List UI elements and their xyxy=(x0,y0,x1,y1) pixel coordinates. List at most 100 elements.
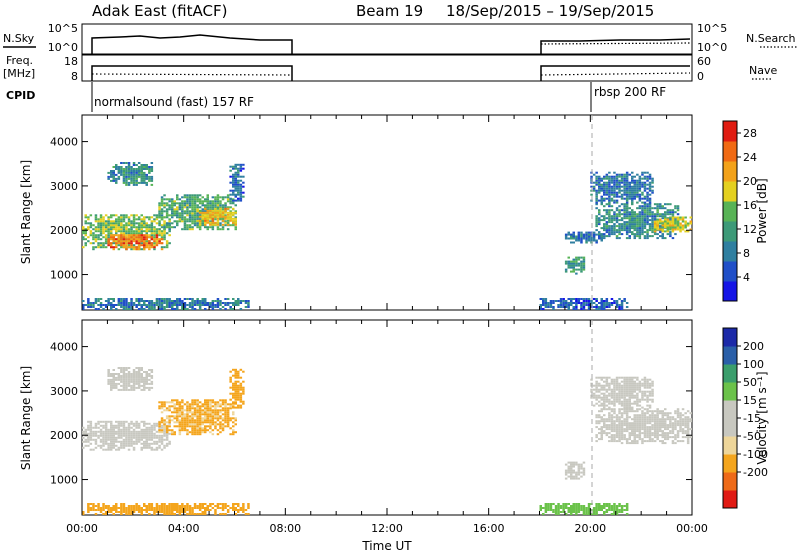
power-cell xyxy=(206,228,209,231)
velocity-cell xyxy=(625,424,629,427)
power-cell xyxy=(544,298,548,300)
power-cell xyxy=(646,171,649,174)
velocity-cell xyxy=(171,431,174,434)
velocity-cell xyxy=(615,420,619,423)
power-cell xyxy=(234,167,237,170)
power-cell xyxy=(610,302,614,304)
power-cell xyxy=(148,300,151,302)
velocity-cell xyxy=(160,401,164,404)
velocity-cell xyxy=(140,380,143,383)
velocity-cell xyxy=(216,405,220,408)
velocity-cell xyxy=(132,384,136,387)
velocity-cell xyxy=(638,418,642,421)
velocity-cell xyxy=(117,440,121,443)
velocity-cell xyxy=(82,430,85,433)
power-cell xyxy=(610,221,614,224)
velocity-cell xyxy=(631,432,634,435)
velocity-cell xyxy=(206,421,209,424)
velocity-cell xyxy=(587,509,591,511)
power-cell xyxy=(661,215,664,218)
velocity-cell xyxy=(641,420,644,423)
velocity-cell xyxy=(120,513,123,515)
power-cell xyxy=(130,171,133,174)
power-cell xyxy=(211,302,215,304)
velocity-cell xyxy=(165,407,169,410)
velocity-cell xyxy=(178,429,182,432)
power-cell xyxy=(631,203,634,206)
velocity-cell xyxy=(104,511,108,513)
velocity-cell xyxy=(178,419,182,422)
velocity-cell xyxy=(620,436,624,439)
power-cell xyxy=(661,228,664,231)
power-cell xyxy=(549,306,553,308)
velocity-cell xyxy=(173,431,176,434)
freq-right-tick-top: 60 xyxy=(697,55,711,68)
velocity-cell xyxy=(631,396,634,399)
velocity-cell xyxy=(130,384,133,387)
power-cell xyxy=(99,222,103,225)
power-cell xyxy=(659,205,662,208)
power-panel-frame xyxy=(81,114,693,311)
power-cell xyxy=(155,298,159,300)
velocity-cell xyxy=(636,424,639,427)
power-cell xyxy=(608,235,611,238)
velocity-cell xyxy=(636,382,639,385)
power-cell xyxy=(636,233,639,236)
power-cell xyxy=(186,210,189,213)
power-cell xyxy=(646,235,649,238)
velocity-cell xyxy=(605,418,609,421)
power-cell xyxy=(125,240,128,243)
velocity-cell xyxy=(196,421,199,424)
power-cell xyxy=(216,300,220,302)
velocity-cell xyxy=(681,424,685,427)
power-cell xyxy=(125,248,128,251)
power-cell xyxy=(600,235,603,238)
power-cell xyxy=(608,175,611,178)
power-cell xyxy=(575,258,578,261)
velocity-cell xyxy=(127,430,131,433)
velocity-cell xyxy=(242,388,245,391)
power-cell xyxy=(625,185,629,188)
power-cell xyxy=(94,218,98,221)
power-cell xyxy=(648,189,652,192)
power-cell xyxy=(600,189,603,192)
velocity-cell xyxy=(676,430,680,433)
velocity-cell xyxy=(122,505,126,507)
power-cell xyxy=(664,203,667,206)
power-cell xyxy=(193,196,197,199)
power-cell xyxy=(112,300,115,302)
velocity-cell xyxy=(143,382,146,385)
power-cell xyxy=(651,219,654,222)
power-cell xyxy=(145,242,148,245)
power-cell xyxy=(234,193,237,196)
power-cell xyxy=(104,236,108,239)
velocity-cell xyxy=(155,503,159,505)
time-x-axis: 00:00 04:00 08:00 12:00 16:00 20:00 00:00 xyxy=(66,522,708,535)
power-cell xyxy=(646,207,649,210)
velocity-cell xyxy=(82,426,85,429)
power-cell xyxy=(132,222,136,225)
velocity-cell xyxy=(641,426,644,429)
power-cell xyxy=(82,236,85,239)
power-cell xyxy=(201,210,204,213)
velocity-cell xyxy=(625,509,629,511)
velocity-cell xyxy=(229,386,232,389)
velocity-cell xyxy=(648,382,652,385)
power-cell xyxy=(684,220,687,223)
velocity-cell xyxy=(600,438,603,441)
power-cell xyxy=(600,306,603,308)
velocity-cell xyxy=(130,438,133,441)
power-cell xyxy=(603,235,606,238)
power-cell xyxy=(615,173,619,176)
power-cell xyxy=(623,223,626,226)
velocity-cell xyxy=(130,386,133,389)
velocity-cell xyxy=(564,477,568,480)
velocity-cell xyxy=(145,444,148,447)
power-cell xyxy=(122,242,126,245)
velocity-cell xyxy=(110,378,113,381)
power-cell xyxy=(140,304,143,306)
power-cell xyxy=(150,220,154,223)
power-cell xyxy=(679,228,682,231)
velocity-cell xyxy=(130,375,133,377)
power-cell xyxy=(237,197,240,200)
